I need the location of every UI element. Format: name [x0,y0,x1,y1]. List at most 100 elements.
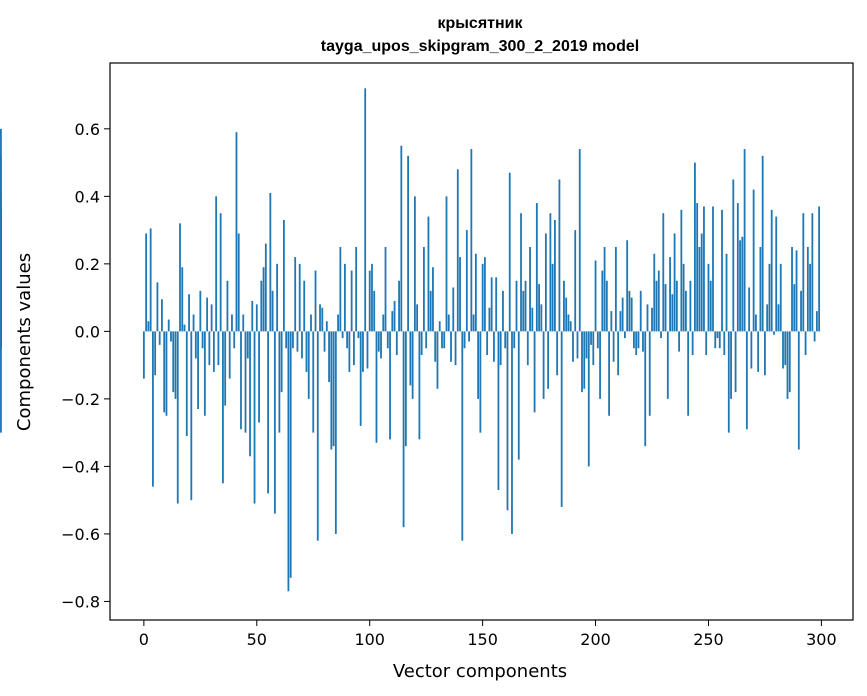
bar [481,263,484,332]
bar [147,321,150,332]
bar [745,331,748,430]
bar [526,331,529,366]
bar [601,270,604,332]
bar [425,331,428,349]
bar [725,253,728,332]
bar [524,280,527,332]
bar [303,280,306,332]
bar [296,331,299,352]
bar [736,203,739,332]
bar [199,290,202,332]
bar [332,331,335,447]
bar [0,297,2,332]
bar [251,300,254,332]
bar [671,294,674,332]
bar [691,331,694,355]
bar [179,223,181,332]
bar [411,331,414,399]
bar [215,196,218,332]
bar [664,284,667,332]
bar [337,314,339,332]
bar [172,331,175,393]
x-tick-label: 150 [467,630,498,649]
bar [786,331,789,399]
bar [614,246,617,332]
bar [648,331,651,416]
y-tick-label: 0.2 [75,255,100,274]
bar [669,257,671,332]
bar [404,331,407,447]
bar [698,246,701,332]
bar [305,331,308,372]
bar [203,331,206,416]
bar [583,331,586,389]
bar [540,304,543,332]
bar [246,331,249,359]
bar [653,253,656,332]
bar [707,263,710,332]
bar [319,304,321,332]
bar [443,331,446,349]
bar [185,331,188,437]
bar [696,203,699,332]
bar [818,206,821,332]
bar [416,304,419,332]
bar [709,280,712,332]
bar [635,331,638,355]
x-tick-label: 100 [354,630,385,649]
bar [418,331,421,440]
bar [639,290,642,332]
bar [644,331,647,447]
bar [743,149,746,332]
y-axis-ticks: −0.8 −0.6 −0.4 −0.2 0.0 0.2 0.4 0.6 [61,120,110,611]
bar [165,331,168,416]
bar [386,331,389,349]
bar [574,230,577,332]
bar [330,331,333,450]
bar [754,314,757,332]
x-tick-label: 250 [693,630,724,649]
bar [705,331,708,355]
bar [522,290,525,332]
bar [269,192,272,332]
bar [675,280,678,332]
y-tick-label: −0.2 [61,390,100,409]
bar [764,331,766,376]
bar [739,240,741,332]
x-axis-label: Vector components [393,661,567,682]
bar [341,331,344,339]
bar [463,331,466,349]
bar [276,263,279,332]
bar [438,321,441,332]
bar [402,331,405,528]
bar [549,213,552,332]
bar [212,331,215,372]
bar [662,213,665,332]
bar [142,331,145,379]
bar [459,257,461,332]
bar [348,331,351,372]
bar [533,331,536,413]
bar [515,280,518,332]
chart-title: крысятник [437,15,523,32]
bar [477,331,480,399]
bar [413,196,416,332]
bar [727,331,730,433]
bar [585,331,588,359]
bar [517,331,520,460]
bar [447,314,450,332]
bar [380,331,382,359]
bar [393,300,396,332]
bar [508,172,511,332]
bar [538,284,540,332]
bar [529,246,531,332]
bar [262,267,265,332]
bar [513,331,516,349]
bar [682,263,685,332]
bar [163,331,166,413]
bar [343,263,346,332]
x-tick-label: 300 [806,630,837,649]
bar [267,331,269,494]
bar [567,314,570,332]
bar [703,206,705,332]
